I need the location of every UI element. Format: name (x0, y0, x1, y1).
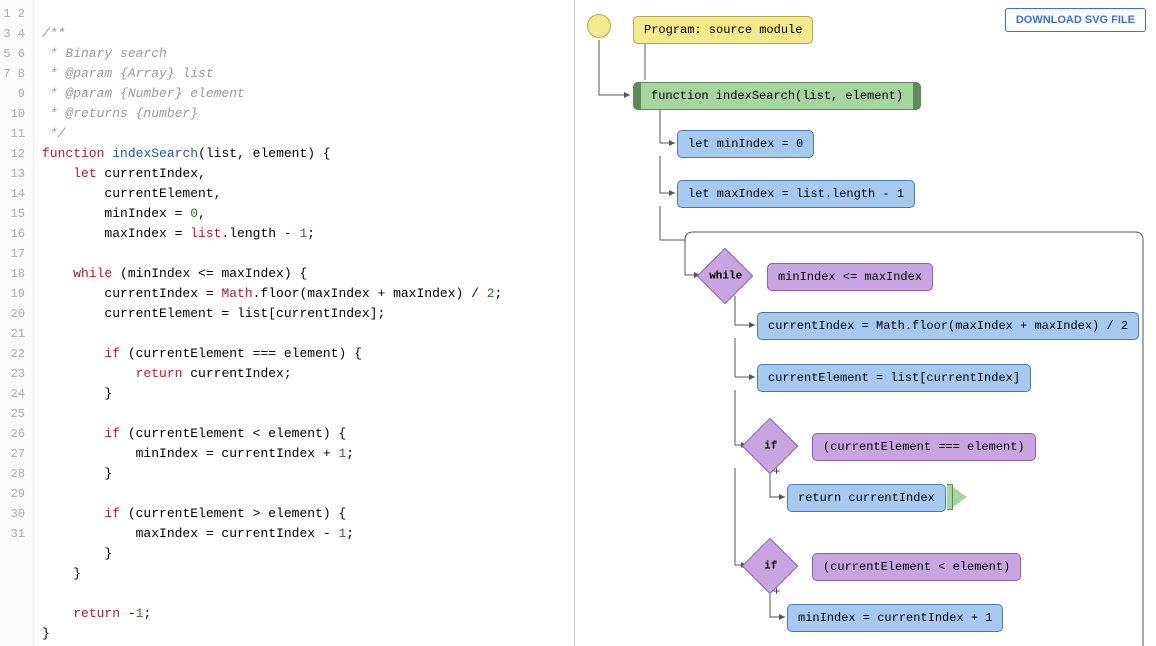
code-line: currentElement = list[currentIndex]; (42, 306, 385, 321)
code-line (42, 486, 50, 501)
plus-label: + (773, 465, 780, 479)
code-line: * Binary search (42, 46, 167, 61)
stmt-let-min: let minIndex = 0 (677, 130, 814, 158)
code-line: currentIndex = Math.floor(maxIndex + max… (42, 286, 502, 301)
code-line: minIndex = 0, (42, 206, 206, 221)
code-line (42, 586, 50, 601)
if2-diamond: if (742, 538, 799, 595)
code-line: } (42, 466, 112, 481)
while-diamond: while (697, 248, 754, 305)
code-line: maxIndex = currentIndex - 1; (42, 526, 354, 541)
code-line: return -1; (42, 606, 151, 621)
code-line: } (42, 546, 112, 561)
code-line: * @param {Array} list (42, 66, 214, 81)
stmt-currentelement: currentElement = list[currentIndex] (757, 364, 1031, 392)
if1-diamond: if (742, 418, 799, 475)
stmt-minindex: minIndex = currentIndex + 1 (787, 604, 1003, 632)
code-line: if (currentElement > element) { (42, 506, 346, 521)
if2-condition: (currentElement < element) (812, 553, 1021, 581)
return-arrow-icon (953, 487, 967, 507)
code-line: return currentIndex; (42, 366, 292, 381)
code-line: /** (42, 26, 65, 41)
function-node: function indexSearch(list, element) (633, 82, 921, 110)
code-line: } (42, 566, 81, 581)
code-line: } (42, 386, 112, 401)
code-line (42, 246, 50, 261)
code-line: minIndex = currentIndex + 1; (42, 446, 354, 461)
code-line: * @param {Number} element (42, 86, 245, 101)
code-line: if (currentElement < element) { (42, 426, 346, 441)
stmt-currentindex: currentIndex = Math.floor(maxIndex + max… (757, 312, 1139, 340)
code-line: */ (42, 126, 65, 141)
while-condition: minIndex <= maxIndex (767, 263, 933, 291)
code-line: let currentIndex, (42, 166, 206, 181)
return-stmt: return currentIndex (787, 484, 946, 512)
code-pane: 1 2 3 4 5 6 7 8 9 10 11 12 13 14 15 16 1… (0, 0, 575, 646)
code-line: } (42, 626, 50, 641)
code-line: * @returns {number} (42, 106, 198, 121)
code-area: /** * Binary search * @param {Array} lis… (34, 0, 510, 646)
code-line: while (minIndex <= maxIndex) { (42, 266, 307, 281)
program-node: Program: source module (633, 16, 813, 44)
code-line: function indexSearch(list, element) { (42, 146, 331, 161)
if1-condition: (currentElement === element) (812, 433, 1036, 461)
code-line (42, 406, 50, 421)
plus-label: + (773, 585, 780, 599)
flowchart-pane: DOWNLOAD SVG FILE Program: (575, 0, 1156, 646)
code-line: maxIndex = list.length - 1; (42, 226, 315, 241)
code-line: currentElement, (42, 186, 221, 201)
code-line (42, 326, 50, 341)
start-node (587, 14, 611, 38)
line-gutter: 1 2 3 4 5 6 7 8 9 10 11 12 13 14 15 16 1… (0, 0, 34, 646)
return-end-bar (947, 484, 953, 510)
code-line: if (currentElement === element) { (42, 346, 362, 361)
stmt-let-max: let maxIndex = list.length - 1 (677, 180, 915, 208)
